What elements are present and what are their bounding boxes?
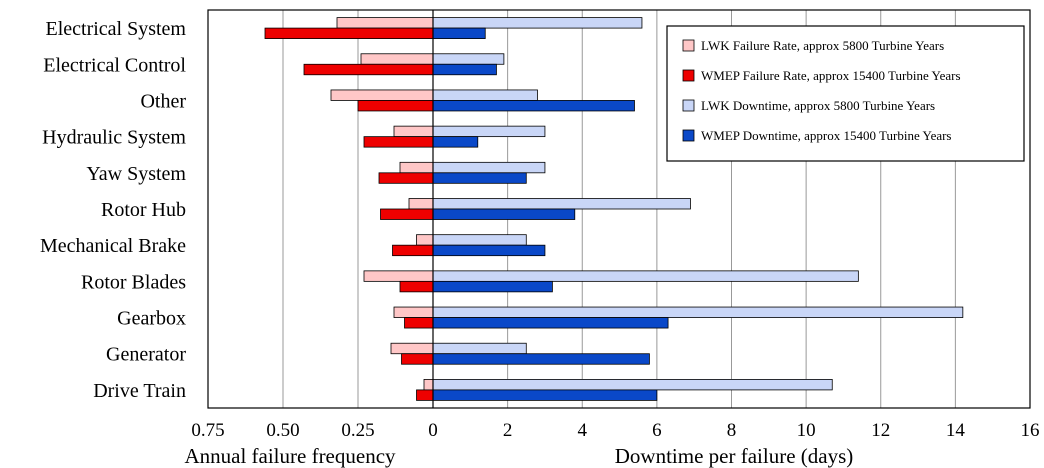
bar-downtime [432, 270, 859, 282]
legend-swatch [682, 129, 695, 142]
left-tick-label: 0 [428, 420, 438, 441]
category-label: Other [140, 90, 186, 112]
bar-downtime [432, 198, 691, 210]
bar-failure-rate [360, 53, 434, 65]
legend-label: LWK Failure Rate, approx 5800 Turbine Ye… [701, 38, 944, 53]
tick-labels: 0.75 0.50 0.25 0 2 4 6 8 10 12 14 16 [191, 420, 1039, 441]
bar-downtime [432, 353, 650, 365]
bar-downtime [432, 379, 833, 391]
bar-downtime [432, 317, 669, 329]
bar-downtime [432, 63, 497, 76]
bar-failure-rate [390, 342, 434, 355]
left-tick-label: 0.50 [266, 420, 299, 441]
right-tick-label: 12 [871, 420, 890, 441]
category-label: Mechanical Brake [40, 235, 186, 257]
bar-downtime [432, 17, 643, 29]
bar-failure-rate [408, 198, 434, 210]
bar-downtime [432, 280, 553, 293]
right-tick-label: 2 [503, 420, 513, 441]
left-axis-title: Annual failure frequency [184, 444, 396, 468]
legend-label: WMEP Failure Rate, approx 15400 Turbine … [701, 68, 961, 83]
right-tick-label: 8 [727, 420, 737, 441]
right-tick-label: 14 [946, 420, 966, 441]
bar-failure-rate [392, 244, 434, 257]
legend-items: LWK Failure Rate, approx 5800 Turbine Ye… [682, 38, 961, 143]
right-axis-title: Downtime per failure (days) [615, 444, 854, 468]
bar-failure-rate [378, 172, 434, 184]
bar-downtime [432, 172, 527, 184]
left-tick-label: 0.75 [191, 420, 224, 441]
bar-downtime [432, 89, 538, 101]
bar-downtime [432, 53, 505, 65]
legend-swatch [682, 39, 695, 52]
bar-failure-rate [363, 136, 434, 148]
plot-frame [207, 9, 1031, 409]
bar-downtime [432, 244, 546, 257]
bar-downtime [432, 27, 486, 39]
bar-failure-rate [399, 161, 434, 174]
bar-failure-rate [330, 89, 434, 101]
bar-downtime [432, 389, 658, 401]
legend-swatch [682, 69, 695, 82]
bar-failure-rate [380, 208, 434, 220]
category-label: Generator [106, 344, 186, 366]
category-label: Electrical Control [43, 54, 186, 76]
bar-failure-rate [336, 17, 434, 29]
bar-failure-rate [264, 27, 434, 39]
category-label: Rotor Blades [81, 271, 186, 293]
bar-downtime [432, 306, 964, 318]
right-tick-label: 4 [578, 420, 588, 441]
bar-downtime [432, 234, 527, 246]
bar-downtime [432, 342, 527, 355]
category-label: Gearbox [117, 308, 186, 330]
bar-failure-rate [399, 280, 434, 293]
bar-downtime [432, 136, 479, 148]
right-tick-label: 10 [797, 420, 816, 441]
legend: LWK Failure Rate, approx 5800 Turbine Ye… [666, 25, 1025, 162]
bar-failure-rate [393, 306, 434, 318]
bar-failure-rate [363, 270, 434, 282]
bar-downtime [432, 208, 576, 220]
bar-downtime [432, 125, 546, 138]
left-tick-label: 0.25 [341, 420, 374, 441]
bars [264, 17, 964, 401]
bar-failure-rate [357, 100, 434, 112]
legend-box [666, 25, 1025, 162]
category-label: Drive Train [93, 380, 186, 402]
category-label: Hydraulic System [42, 127, 186, 149]
bar-failure-rate [423, 379, 434, 391]
legend-swatch [682, 99, 695, 112]
category-label: Yaw System [86, 163, 186, 185]
bar-downtime [432, 161, 546, 174]
category-label: Electrical System [45, 18, 186, 40]
bar-failure-rate [416, 234, 434, 246]
category-labels: Electrical System Electrical Control Other… [40, 18, 186, 402]
bar-failure-rate [401, 353, 434, 365]
bar-failure-rate [416, 389, 434, 401]
right-tick-label: 16 [1021, 420, 1040, 441]
bar-failure-rate [303, 63, 434, 76]
bar-failure-rate [393, 125, 434, 138]
right-tick-label: 6 [652, 420, 662, 441]
legend-label: LWK Downtime, approx 5800 Turbine Years [701, 98, 935, 113]
bar-failure-rate [404, 317, 434, 329]
bar-downtime [432, 100, 635, 112]
category-label: Rotor Hub [101, 199, 186, 221]
legend-label: WMEP Downtime, approx 15400 Turbine Year… [701, 128, 952, 143]
